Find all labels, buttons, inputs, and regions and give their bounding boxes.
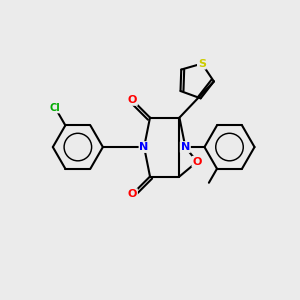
Text: N: N <box>140 142 149 152</box>
Text: O: O <box>192 157 202 167</box>
Text: O: O <box>128 189 137 199</box>
Text: O: O <box>128 95 137 105</box>
Text: N: N <box>181 142 190 152</box>
Text: Cl: Cl <box>50 103 60 112</box>
Text: S: S <box>198 59 206 69</box>
